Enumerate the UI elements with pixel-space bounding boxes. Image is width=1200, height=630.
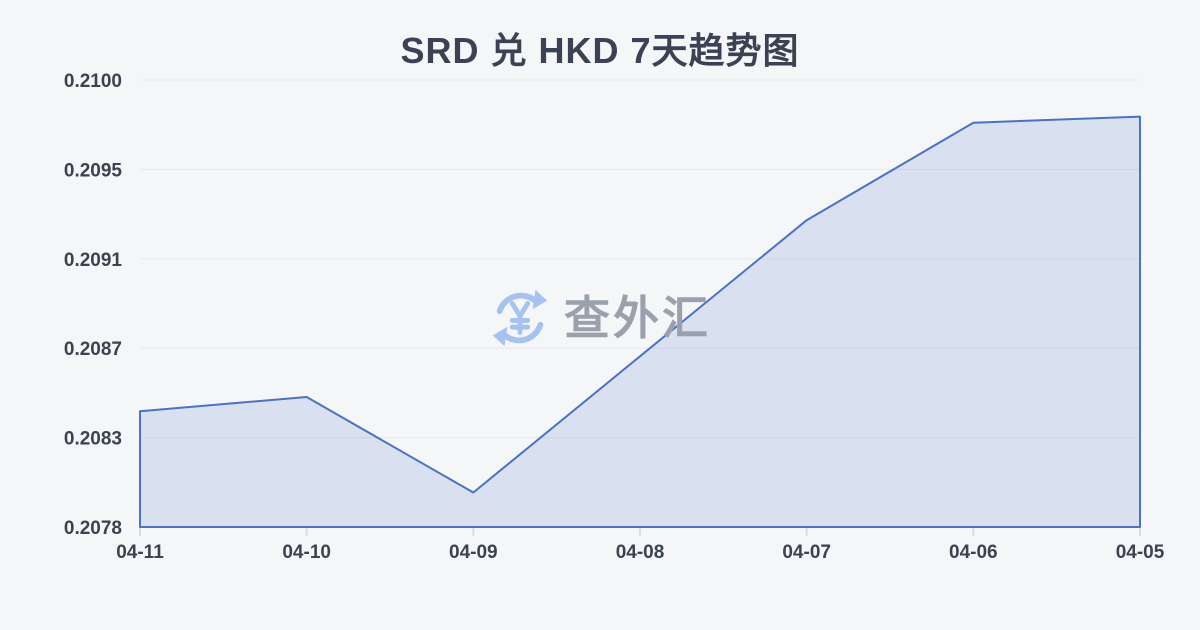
y-axis-label: 0.2083 (64, 429, 122, 450)
x-axis-label: 04-11 (116, 542, 164, 563)
x-axis-label: 04-07 (782, 542, 831, 563)
y-axis-label: 0.2078 (64, 518, 122, 539)
x-axis-label: 04-10 (282, 542, 331, 563)
y-axis-label: 0.2091 (64, 250, 123, 271)
y-axis-label: 0.2087 (64, 339, 122, 360)
x-axis-label: 04-08 (616, 542, 665, 563)
y-axis-label: 0.2100 (64, 71, 122, 92)
area-series (139, 115, 1141, 528)
x-axis-label: 04-05 (1116, 542, 1165, 563)
y-axis-label: 0.2095 (64, 160, 123, 181)
x-axis-label: 04-09 (449, 542, 498, 563)
x-axis-label: 04-06 (949, 542, 998, 563)
page-title: SRD 兑 HKD 7天趋势图 (400, 30, 800, 71)
